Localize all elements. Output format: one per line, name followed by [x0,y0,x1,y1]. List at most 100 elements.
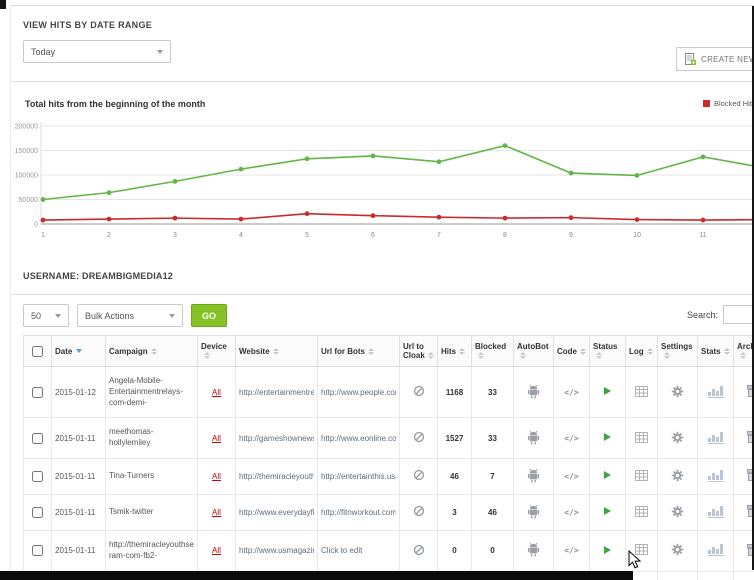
search-input[interactable] [723,305,754,324]
sort-icon [520,352,526,360]
column-header-blocked[interactable]: Blocked [471,335,514,367]
stats-icon[interactable] [707,543,724,557]
campaign-link[interactable]: Tsmik-twitter [109,507,154,517]
cloak-icon[interactable] [413,544,425,556]
device-link[interactable]: All [212,433,221,443]
url-for-bots-link[interactable]: http://fitnworkout.com/ [321,507,396,517]
code-icon[interactable]: </> [564,471,579,481]
column-header-stats[interactable]: Stats [697,335,734,367]
column-header-campaign[interactable]: Campaign [105,335,198,367]
status-play-icon[interactable] [604,507,611,516]
website-link[interactable]: http://www.everydayfitnes... [239,507,314,517]
page-size-select[interactable]: 50 [23,304,69,327]
column-header-status[interactable]: Status [589,335,626,367]
campaign-link[interactable]: meethomas-hollylemiley [109,427,154,448]
chart-header: Total hits from the beginning of the mon… [11,94,754,112]
autobot-android-icon[interactable] [527,430,540,445]
url-for-bots-link[interactable]: Click to edit [321,546,363,556]
username-bar: USERNAME: DREAMBIGMEDIA12 [11,253,754,295]
sort-icon [272,347,279,355]
autobot-android-icon[interactable] [527,468,540,483]
sort-icon [723,347,730,355]
device-link[interactable]: All [212,471,221,481]
row-date: 2015-01-11 [55,433,96,443]
stats-icon[interactable] [707,469,724,482]
go-button[interactable]: GO [191,304,228,327]
autobot-android-icon[interactable] [527,384,540,399]
campaign-link[interactable]: Tina-Turners [109,471,155,481]
column-label: Blocked [475,342,507,351]
search-group: Search: [687,305,754,324]
log-icon[interactable] [635,469,648,481]
gear-icon[interactable] [671,431,684,444]
username-label: USERNAME: DREAMBIGMEDIA12 [23,271,174,281]
stats-icon[interactable] [707,385,724,398]
column-header-device[interactable]: Device [197,335,236,367]
status-play-icon[interactable] [604,471,611,480]
cloak-icon[interactable] [413,505,425,517]
log-icon[interactable] [635,431,648,443]
bulk-actions-select[interactable]: Bulk Actions [77,304,183,327]
code-icon[interactable]: </> [564,546,579,556]
row-checkbox[interactable] [32,386,43,398]
campaign-link[interactable]: Angela-Mobile-Entertainmentrelays-com-de… [109,376,183,407]
autobot-android-icon[interactable] [527,542,540,557]
gear-icon[interactable] [671,543,684,556]
device-link[interactable]: All [212,507,221,517]
svg-text:50000: 50000 [19,197,39,204]
row-date: 2015-01-11 [55,471,96,481]
status-play-icon[interactable] [604,387,611,396]
row-checkbox[interactable] [32,470,43,482]
code-icon[interactable]: </> [564,387,579,397]
gear-icon[interactable] [671,505,684,518]
website-link[interactable]: http://gameshownews.net [239,433,314,443]
cloak-icon[interactable] [413,385,425,397]
column-header-log[interactable]: Log [625,335,658,367]
url-for-bots-link[interactable]: http://entertainthis.usatod... [321,471,396,481]
stats-icon[interactable] [707,505,724,518]
website-link[interactable]: http://www.usmagazine.c... [239,546,314,556]
column-header-date[interactable]: Date [51,335,106,367]
device-link[interactable]: All [212,387,221,397]
url-for-bots-link[interactable]: http://www.people.com/ar... [321,387,396,397]
column-header-archive[interactable]: Archive [733,335,754,367]
cloak-icon[interactable] [413,431,425,443]
column-label: Device [201,342,227,351]
select-all-checkbox[interactable] [32,345,43,357]
cloak-icon[interactable] [413,469,425,481]
column-header-hits[interactable]: Hits [437,335,472,367]
url-for-bots-link[interactable]: http://www.eonline.com/n... [321,433,396,443]
row-checkbox[interactable] [32,506,43,518]
column-header-code[interactable]: Code [553,335,590,367]
gear-icon[interactable] [671,385,684,398]
svg-text:10: 10 [633,232,641,239]
log-icon[interactable] [635,505,648,517]
column-header-url-for-bots[interactable]: Url for Bots [317,335,400,367]
row-checkbox[interactable] [32,545,43,557]
column-header-settings[interactable]: Settings [657,335,698,367]
autobot-android-icon[interactable] [527,504,540,519]
status-play-icon[interactable] [604,433,611,442]
row-checkbox[interactable] [32,432,43,444]
device-link[interactable]: All [212,546,221,556]
gear-icon[interactable] [671,469,684,482]
website-link[interactable]: http://entertainmentrelays... [239,387,314,397]
main-content: VIEW HITS BY DATE RANGE Today Total hits… [10,5,754,580]
website-link[interactable]: http://themiracleyouthser... [239,471,314,481]
legend-item: Blocked Hits [703,99,754,108]
code-icon[interactable]: </> [564,433,579,443]
column-label: Date [55,346,73,356]
status-play-icon[interactable] [604,545,611,554]
log-icon[interactable] [635,385,648,397]
code-icon[interactable]: </> [564,507,579,517]
column-header-website[interactable]: Website [235,335,318,367]
log-icon[interactable] [635,544,648,556]
column-header-url-to-cloak[interactable]: Url to Cloak [399,335,438,367]
campaign-link[interactable]: http://themiracleyouthseram-com-fb2- [109,539,194,560]
column-header-autobot[interactable]: AutoBot [513,335,554,367]
stats-icon[interactable] [707,431,724,444]
column-label: Stats [701,346,721,356]
campaigns-table: Date Campaign Device Website Url for Bots Url… [23,335,754,580]
create-campaign-button[interactable]: CREATE NEW CAMPAIGN [676,47,754,71]
date-range-select[interactable]: Today [23,40,171,63]
